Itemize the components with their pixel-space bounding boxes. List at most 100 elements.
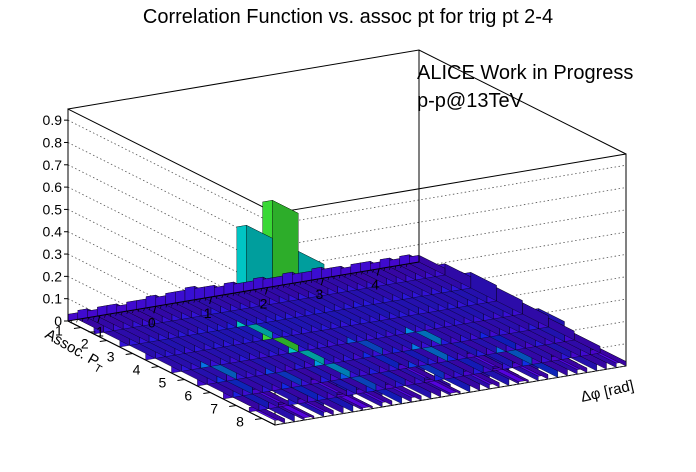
x-minor-tick (355, 272, 358, 276)
y-tick-mark (254, 418, 263, 420)
x-minor-tick (266, 287, 268, 291)
bar-front (165, 291, 176, 305)
z-tick-label: 0.1 (43, 291, 63, 307)
y-tick-label: 6 (184, 388, 192, 404)
y-tick-label: 5 (159, 375, 167, 391)
x-minor-tick (260, 288, 263, 292)
x-minor-tick (137, 308, 140, 313)
y-tick-mark (229, 405, 237, 407)
x-minor-tick (115, 312, 117, 316)
x-minor-tick (377, 268, 380, 272)
x-minor-tick (383, 267, 386, 271)
x-minor-tick (249, 290, 252, 294)
z-tick-label: 0.8 (43, 134, 63, 150)
x-minor-tick (322, 277, 324, 282)
x-minor-tick (282, 284, 285, 288)
bar (340, 266, 378, 287)
y-tick-label: 7 (210, 401, 218, 417)
z-tick-label: 0.4 (43, 224, 63, 240)
x-minor-tick (349, 273, 352, 277)
x-minor-tick (305, 280, 307, 284)
x-minor-tick (394, 265, 397, 269)
y-tick-label: 1 (55, 323, 63, 339)
x-minor-tick (165, 304, 168, 308)
z-tick-label: 0.7 (43, 157, 63, 173)
x-tick-label: 4 (371, 277, 379, 293)
x-tick-label: 1 (204, 305, 212, 321)
x-tick-label: 3 (315, 286, 323, 302)
x-minor-tick (327, 277, 330, 281)
x-minor-tick (120, 311, 123, 315)
x-minor-tick (215, 295, 218, 300)
x-minor-tick (199, 298, 201, 302)
y-tick-mark (203, 392, 211, 394)
x-tick-label: −1 (88, 324, 104, 340)
y-tick-label: 3 (107, 349, 115, 365)
y-tick-mark (151, 366, 159, 368)
bar-front (282, 271, 293, 286)
x-minor-tick (93, 316, 95, 320)
x-minor-tick (204, 297, 207, 301)
x-minor-tick (310, 279, 313, 284)
x-minor-tick (299, 281, 302, 285)
x-minor-tick (333, 276, 335, 280)
x-axis-line (67, 261, 420, 322)
x-minor-tick (176, 302, 179, 306)
y-axis-line (67, 320, 276, 426)
x-minor-tick (338, 275, 341, 279)
bar-front (311, 266, 322, 281)
z-tick-label: 0.5 (43, 201, 63, 217)
x-minor-tick (109, 313, 112, 317)
y-tick-label: 8 (236, 414, 244, 430)
x-minor-tick (81, 318, 84, 322)
x-minor-tick (70, 320, 73, 324)
x-minor-tick (104, 314, 106, 318)
x-minor-tick (193, 299, 196, 303)
x-minor-tick (143, 308, 145, 312)
z-tick-label: 0 (54, 313, 62, 329)
x-minor-tick (148, 307, 151, 311)
x-minor-tick (366, 270, 369, 274)
x-minor-tick (288, 283, 291, 287)
x-minor-tick (210, 296, 212, 300)
x-tick-label: 2 (260, 295, 268, 311)
y-tick-label: 2 (81, 336, 89, 352)
x-minor-tick (221, 294, 224, 299)
x-minor-tick (294, 282, 296, 286)
y-tick-mark (99, 340, 107, 342)
bars-layer (67, 200, 627, 424)
bar-front (145, 294, 156, 309)
x-minor-tick (154, 306, 157, 310)
z-tick-label: 0.9 (43, 112, 63, 128)
x-minor-tick (98, 315, 101, 319)
grid-line (67, 186, 627, 292)
x-minor-tick (182, 301, 184, 305)
x-minor-tick (160, 305, 162, 309)
x-minor-tick (187, 300, 190, 304)
x-minor-tick (361, 271, 363, 275)
grid-line (67, 164, 627, 270)
grid-line (67, 209, 627, 314)
top-frame-edge (67, 49, 627, 155)
bar-front (194, 286, 205, 300)
y-tick-mark (177, 379, 185, 381)
x-minor-tick (238, 292, 240, 296)
y-tick-label: 4 (133, 362, 141, 378)
x-minor-tick (132, 309, 134, 314)
bar-front (184, 286, 195, 302)
x-minor-tick (389, 266, 391, 270)
y-tick-mark (125, 353, 133, 355)
x-minor-tick (277, 285, 279, 289)
grid-line (67, 119, 627, 225)
x-minor-tick (227, 293, 229, 298)
frame-front (67, 49, 627, 426)
x-tick-label: 0 (148, 314, 156, 330)
chart-title: Correlation Function vs. assoc pt for tr… (143, 6, 553, 28)
z-tick-label: 0.6 (43, 179, 63, 195)
grid-line (67, 142, 627, 247)
x-minor-tick (405, 263, 408, 268)
x-minor-tick (344, 274, 346, 278)
x-axis-label: Δφ [rad] (579, 377, 635, 406)
